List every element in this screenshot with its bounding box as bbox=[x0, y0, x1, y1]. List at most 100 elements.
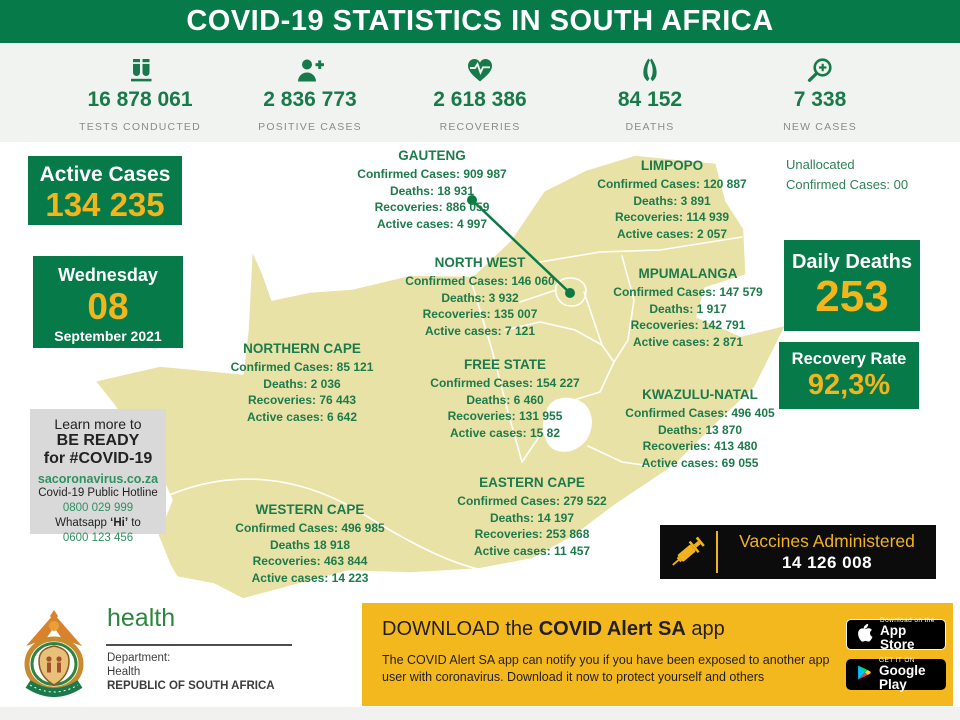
app-title-post: app bbox=[685, 618, 725, 640]
learn-more-line3: for #COVID-19 bbox=[43, 450, 153, 468]
recovery-rate-value: 92,3% bbox=[807, 369, 891, 401]
app-banner-body: The COVID Alert SA app can notify you if… bbox=[382, 653, 830, 684]
province-confirmed: Confirmed Cases: 909 987 bbox=[357, 167, 507, 181]
whatsapp-hi: ‘Hi’ bbox=[110, 516, 129, 529]
lesotho-cutout bbox=[543, 397, 592, 452]
dept-line3: REPUBLIC OF SOUTH AFRICA bbox=[107, 680, 275, 692]
province-eastern-cape: EASTERN CAPE Confirmed Cases: 279 522 De… bbox=[457, 475, 606, 559]
whatsapp-number[interactable]: 0600 123 456 bbox=[62, 531, 134, 544]
header-bar: COVID-19 STATISTICS IN SOUTH AFRICA bbox=[0, 0, 960, 43]
province-recoveries: Recoveries: 413 480 bbox=[642, 439, 758, 453]
app-banner-title: DOWNLOAD the COVID Alert SA app bbox=[382, 618, 725, 641]
province-confirmed: Confirmed Cases: 496 985 bbox=[235, 521, 385, 535]
stat-label: NEW CASES bbox=[783, 121, 857, 133]
province-active: Active cases: 2 057 bbox=[616, 226, 728, 241]
recovery-rate-panel: Recovery Rate 92,3% bbox=[779, 342, 919, 409]
stat-label: RECOVERIES bbox=[439, 121, 521, 133]
stat-deaths: 84 152 DEATHS bbox=[565, 52, 735, 133]
app-title-pre: DOWNLOAD the bbox=[382, 618, 539, 640]
stat-tests-conducted: 16 878 061 TESTS CONDUCTED bbox=[55, 52, 225, 133]
province-kwazulu-natal: KWAZULU-NATAL Confirmed Cases: 496 405 D… bbox=[625, 387, 774, 471]
coat-of-arms-logo bbox=[14, 606, 94, 707]
stat-label: POSITIVE CASES bbox=[258, 121, 362, 133]
date-day-number: 08 bbox=[87, 286, 129, 327]
province-name: GAUTENG bbox=[398, 148, 466, 163]
province-name: LIMPOPO bbox=[640, 158, 704, 173]
province-active: Active cases: 2 871 bbox=[632, 334, 744, 349]
province-recoveries: Recoveries: 463 844 bbox=[252, 554, 368, 568]
appstore-small-text: Download on the bbox=[880, 616, 935, 624]
dept-line1: Department: bbox=[107, 652, 171, 664]
daily-deaths-label: Daily Deaths bbox=[791, 251, 913, 273]
whatsapp-pre: Whatsapp bbox=[55, 516, 111, 529]
stat-recoveries: 2 618 386 RECOVERIES bbox=[395, 52, 565, 133]
hotline-number[interactable]: 0800 029 999 bbox=[62, 501, 134, 514]
province-deaths: Deaths: 3 891 bbox=[633, 193, 711, 208]
province-free-state: FREE STATE Confirmed Cases: 154 227 Deat… bbox=[430, 357, 579, 441]
unallocated-line1: Unallocated bbox=[786, 157, 855, 172]
province-name: EASTERN CAPE bbox=[479, 475, 585, 490]
province-active: Active cases: 11 457 bbox=[473, 543, 591, 558]
whatsapp-line: Whatsapp ‘Hi’ to bbox=[30, 516, 166, 531]
date-month-year: September 2021 bbox=[54, 328, 162, 344]
app-title-bold: COVID Alert SA bbox=[538, 618, 686, 640]
date-panel: Wednesday 08 September 2021 bbox=[33, 256, 183, 348]
province-deaths: Deaths: 13 870 bbox=[657, 422, 743, 437]
province-confirmed: Confirmed Cases: 85 121 bbox=[230, 360, 374, 374]
brand-underline bbox=[106, 644, 292, 646]
province-deaths: Deaths: 6 460 bbox=[466, 392, 544, 407]
province-mpumalanga: MPUMALANGA Confirmed Cases: 147 579 Deat… bbox=[613, 266, 762, 350]
active-cases-panel: Active Cases 134 235 bbox=[28, 156, 182, 225]
hotline-label: Covid-19 Public Hotline bbox=[38, 486, 158, 499]
stat-value: 7 338 bbox=[793, 88, 847, 111]
province-active: Active cases: 6 642 bbox=[246, 409, 358, 424]
province-name: NORTHERN CAPE bbox=[243, 341, 361, 356]
province-confirmed: Confirmed Cases: 279 522 bbox=[457, 494, 607, 508]
gauteng-connector-line bbox=[467, 195, 575, 298]
province-recoveries: Recoveries: 114 939 bbox=[614, 210, 730, 224]
vaccines-label: Vaccines Administered bbox=[739, 531, 915, 551]
magnifier-plus-icon bbox=[735, 52, 905, 84]
health-brand-text: health bbox=[107, 604, 176, 632]
stat-positive-cases: 2 836 773 POSITIVE CASES bbox=[225, 52, 395, 133]
province-deaths: Deaths: 18 931 bbox=[389, 183, 475, 198]
province-deaths: Deaths: 1 917 bbox=[649, 301, 727, 316]
bottom-strip bbox=[0, 707, 960, 720]
province-confirmed: Confirmed Cases: 496 405 bbox=[625, 406, 775, 420]
national-stats-strip: 16 878 061 TESTS CONDUCTED 2 836 773 POS… bbox=[0, 43, 960, 142]
gplay-small-text: GET IT ON bbox=[879, 656, 915, 664]
app-store-badge[interactable]: Download on the App Store bbox=[846, 616, 946, 652]
sacoronavirus-link[interactable]: sacoronavirus.co.za bbox=[37, 471, 159, 486]
daily-deaths-panel: Daily Deaths 253 bbox=[784, 240, 920, 331]
heart-pulse-icon bbox=[395, 52, 565, 84]
google-play-badge[interactable]: GET IT ON Google Play bbox=[846, 656, 946, 692]
vaccines-value: 14 126 008 bbox=[781, 553, 873, 572]
province-western-cape: WESTERN CAPE Confirmed Cases: 496 985 De… bbox=[235, 502, 384, 586]
province-recoveries: Recoveries: 886 059 bbox=[374, 200, 490, 214]
province-confirmed: Confirmed Cases: 147 579 bbox=[613, 285, 763, 299]
vaccines-panel: Vaccines Administered 14 126 008 bbox=[660, 525, 936, 579]
date-day-name: Wednesday bbox=[58, 265, 158, 285]
stat-new-cases: 7 338 NEW CASES bbox=[735, 52, 905, 133]
province-confirmed: Confirmed Cases: 154 227 bbox=[430, 376, 580, 390]
person-plus-icon bbox=[225, 52, 395, 84]
learn-more-line2: BE READY bbox=[56, 432, 140, 449]
daily-deaths-value: 253 bbox=[815, 272, 889, 321]
syringe-icon bbox=[660, 530, 716, 574]
dept-line2: Health bbox=[107, 666, 141, 678]
stat-value: 2 618 386 bbox=[433, 88, 527, 111]
province-active: Active cases: 4 997 bbox=[376, 216, 488, 231]
whatsapp-post: to bbox=[128, 516, 141, 529]
province-deaths: Deaths 18 918 bbox=[269, 537, 351, 552]
learn-more-panel: Learn more to BE READY for #COVID-19 sac… bbox=[30, 409, 166, 544]
stat-label: DEATHS bbox=[625, 121, 675, 133]
stat-value: 84 152 bbox=[617, 88, 683, 111]
province-borders bbox=[157, 236, 743, 570]
province-recoveries: Recoveries: 142 791 bbox=[630, 318, 746, 332]
covid-alert-app-banner: DOWNLOAD the COVID Alert SA app The COVI… bbox=[362, 603, 953, 706]
province-recoveries: Recoveries: 135 007 bbox=[422, 307, 538, 321]
department-text: Department: Health REPUBLIC OF SOUTH AFR… bbox=[107, 651, 275, 693]
province-recoveries: Recoveries: 253 868 bbox=[474, 527, 590, 541]
province-name: WESTERN CAPE bbox=[255, 502, 365, 517]
